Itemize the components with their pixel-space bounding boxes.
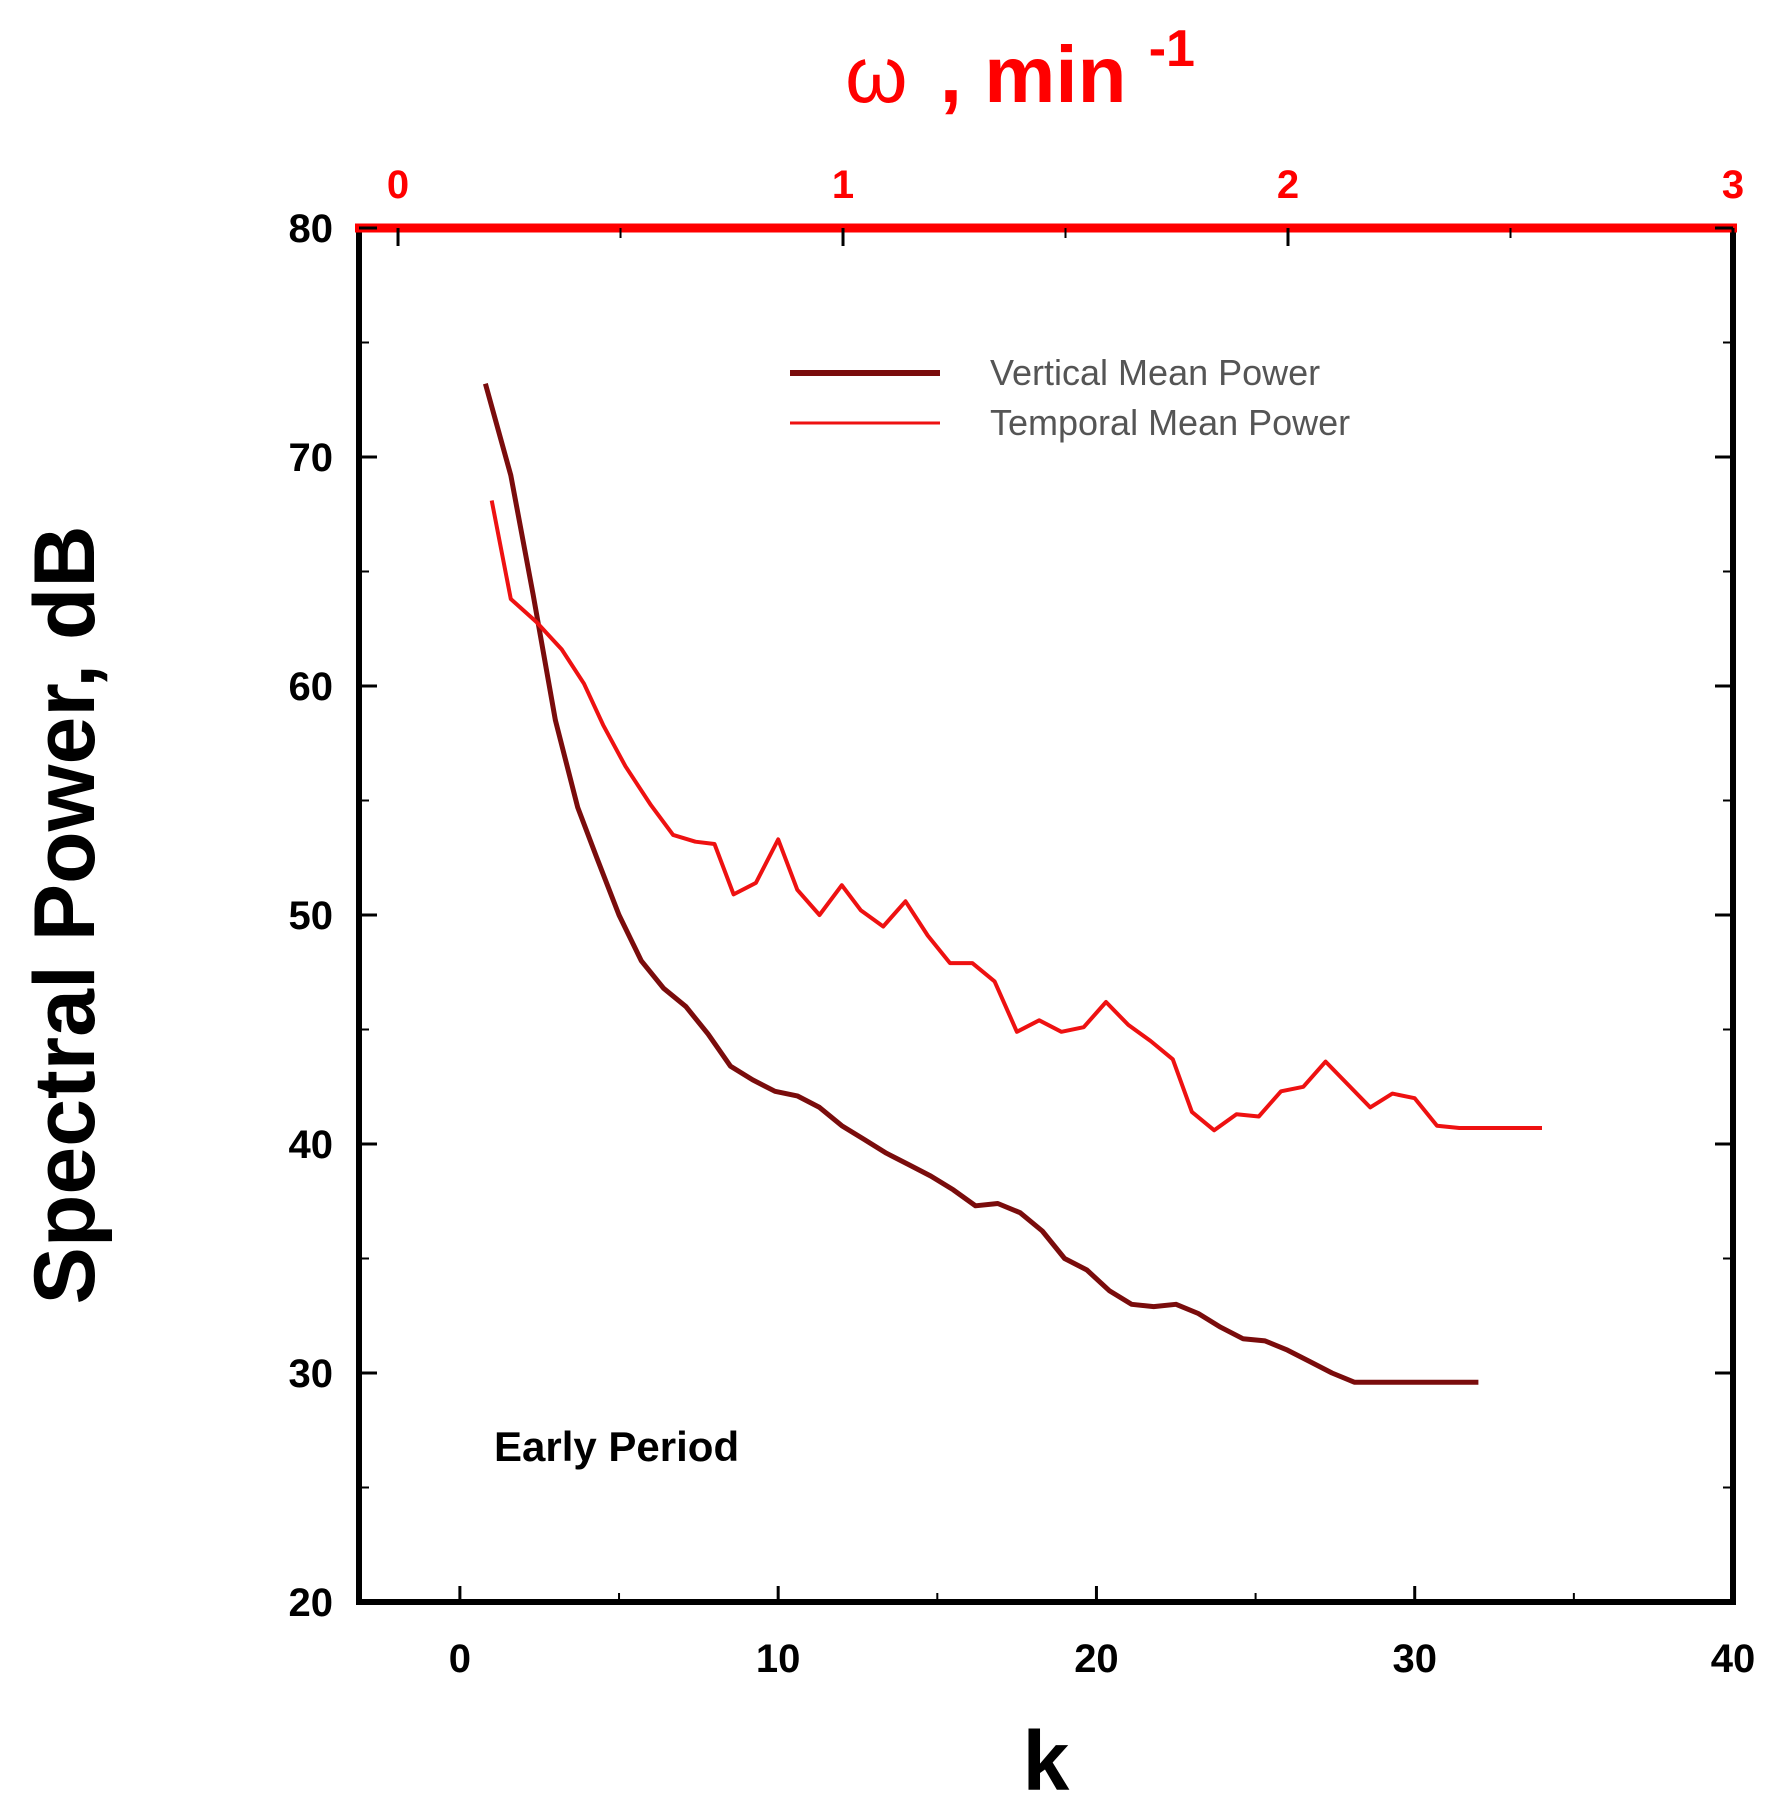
legend: Vertical Mean Power Temporal Mean Power [790, 352, 1350, 443]
top-axis-unit: , min [940, 30, 1127, 119]
y-tick-label: 80 [289, 207, 334, 251]
x-tick-label: 0 [449, 1637, 471, 1681]
right-axis-ticks [1715, 226, 1733, 1604]
x-tick-label: 20 [1074, 1637, 1119, 1681]
y-tick-label: 20 [289, 1581, 334, 1625]
annotation-early-period: Early Period [494, 1423, 739, 1470]
x-axis-title: k [1023, 1714, 1070, 1805]
top-tick-label: 2 [1277, 163, 1299, 207]
top-tick-label: 0 [387, 163, 409, 207]
x-tick-label: 40 [1711, 1637, 1756, 1681]
x-tick-label: 30 [1392, 1637, 1437, 1681]
top-tick-label: 1 [832, 163, 854, 207]
y-tick-label: 50 [289, 894, 334, 938]
series-line-temporal-mean-power [489, 500, 1542, 1133]
series-line-vertical-mean-power [482, 383, 1479, 1385]
top-axis-superscript: -1 [1149, 20, 1195, 78]
y-tick-label: 30 [289, 1352, 334, 1396]
x-tick-label: 10 [756, 1637, 801, 1681]
y-axis-title: Spectral Power, dB [17, 525, 113, 1304]
y-tick-label: 40 [289, 1123, 334, 1167]
top-axis-ticks: 0 1 2 3 [387, 163, 1744, 246]
y-tick-label: 70 [289, 436, 334, 480]
bottom-axis-ticks: 0 10 20 30 40 [449, 1586, 1755, 1681]
left-axis-ticks: 20 30 40 50 60 70 80 [289, 207, 377, 1625]
legend-label-vertical-mean-power: Vertical Mean Power [990, 352, 1320, 393]
top-tick-label: 3 [1722, 163, 1744, 207]
top-axis-omega: ω [845, 30, 907, 119]
series-layer [482, 383, 1542, 1385]
top-axis-title: ω , min -1 [845, 20, 1195, 119]
y-tick-label: 60 [289, 665, 334, 709]
legend-label-temporal-mean-power: Temporal Mean Power [990, 402, 1350, 443]
